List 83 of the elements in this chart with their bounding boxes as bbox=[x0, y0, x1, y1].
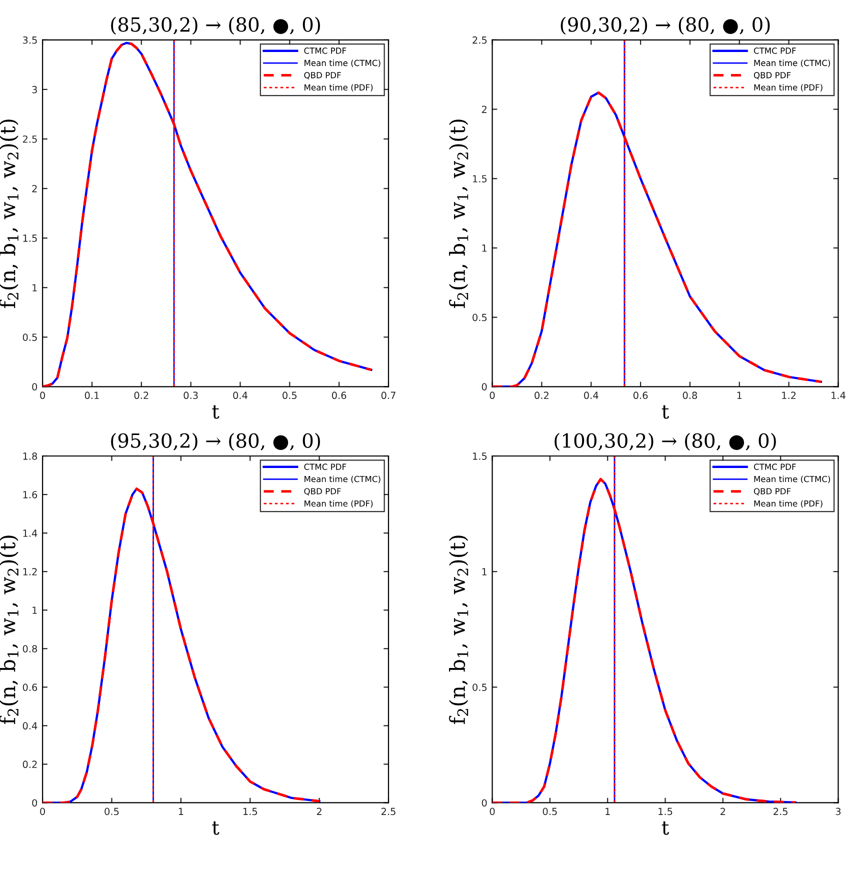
chart-title: (85,30,2) → (80, ●, 0) bbox=[111, 16, 320, 35]
x-tick-label: 0.6 bbox=[633, 392, 648, 400]
legend-label: Mean time (PDF) bbox=[304, 84, 373, 92]
y-tick-label: 0.2 bbox=[22, 760, 37, 768]
x-tick-label: 0.5 bbox=[104, 808, 119, 816]
chart-title: (95,30,2) → (80, ●, 0) bbox=[111, 432, 320, 451]
y-tick-label: 1.5 bbox=[23, 234, 37, 242]
y-tick-label: 1.8 bbox=[23, 452, 38, 460]
y-tick-label: 0.4 bbox=[22, 722, 38, 730]
y-tick-label: 0 bbox=[32, 799, 38, 807]
x-tick-label: 0.4 bbox=[584, 392, 598, 400]
y-tick-label: 3 bbox=[32, 86, 37, 94]
y-tick-label: 0.5 bbox=[472, 684, 487, 691]
x-tick-label: 1.4 bbox=[832, 392, 846, 399]
x-tick-label: 0 bbox=[490, 808, 495, 816]
y-tick-label: 1 bbox=[482, 244, 487, 252]
y-tick-label: 3.5 bbox=[22, 36, 37, 44]
legend-label: Mean time (CTMC) bbox=[754, 60, 830, 68]
y-tick-label: 1.4 bbox=[23, 530, 38, 537]
y-tick-label: 1 bbox=[32, 284, 37, 292]
legend-label: QBD PDF bbox=[754, 72, 791, 80]
legend-label: CTMC PDF bbox=[754, 48, 796, 54]
text: f$_{2}$(n, b$_{1}$, w$_{1}$, w$_{2}$)(t) bbox=[449, 120, 468, 308]
x-tick-label: 3 bbox=[836, 808, 841, 816]
x-tick-label: 0.7 bbox=[381, 392, 396, 400]
legend-label: QBD PDF bbox=[754, 488, 791, 496]
y-tick-label: 1.2 bbox=[23, 568, 37, 576]
y-tick-label: 2 bbox=[32, 184, 37, 192]
x-axis-title: t bbox=[212, 405, 220, 419]
legend-label: CTMC PDF bbox=[304, 464, 346, 470]
y-tick-label: 0.6 bbox=[22, 684, 38, 691]
legend-label: Mean time (CTMC) bbox=[304, 476, 380, 484]
y-tick-label: 0.5 bbox=[22, 334, 37, 341]
legend-label: Mean time (PDF) bbox=[754, 84, 822, 92]
x-tick-label: 1 bbox=[737, 392, 742, 399]
x-tick-label: 1 bbox=[178, 808, 184, 815]
y-tick-label: 1.6 bbox=[23, 491, 38, 498]
x-tick-label: 2 bbox=[720, 808, 726, 815]
x-tick-label: 0.4 bbox=[233, 392, 248, 400]
legend-label: QBD PDF bbox=[304, 72, 341, 80]
x-tick-label: 1.5 bbox=[243, 808, 257, 816]
x-tick-label: 0.8 bbox=[682, 392, 698, 400]
y-tick-label: 0 bbox=[482, 383, 487, 390]
y-tick-label: 1.5 bbox=[473, 452, 487, 460]
x-tick-label: 0.1 bbox=[84, 392, 99, 400]
legend-label: Mean time (PDF) bbox=[754, 500, 822, 508]
y-tick-label: 0.5 bbox=[472, 314, 487, 322]
x-tick-label: 1.2 bbox=[782, 392, 796, 399]
legend-label: CTMC PDF bbox=[754, 464, 796, 470]
x-tick-label: 0.6 bbox=[332, 392, 346, 400]
y-tick-label: 0.8 bbox=[22, 645, 38, 652]
x-tick-label: 1 bbox=[606, 808, 610, 815]
y-tick-label: 2.5 bbox=[22, 135, 37, 143]
legend-label: CTMC PDF bbox=[304, 48, 346, 54]
x-tick-label: 2 bbox=[316, 808, 322, 815]
chart-title: (90,30,2) → (80, ●, 0) bbox=[560, 16, 770, 35]
legend-label: Mean time (CTMC) bbox=[754, 476, 830, 484]
x-axis-title: t bbox=[662, 405, 670, 419]
y-tick-label: 2.5 bbox=[472, 36, 487, 44]
x-tick-label: 0.5 bbox=[542, 808, 557, 816]
chart-title: (100,30,2) → (80, ●, 0) bbox=[554, 432, 776, 451]
y-tick-label: 0 bbox=[32, 383, 38, 390]
x-axis-title: t bbox=[662, 821, 670, 835]
x-axis-title: t bbox=[212, 821, 220, 835]
x-tick-label: 0.5 bbox=[282, 392, 297, 400]
y-tick-label: 2 bbox=[482, 106, 486, 113]
legend-label: QBD PDF bbox=[304, 488, 341, 496]
x-tick-label: 1.5 bbox=[658, 808, 672, 816]
y-tick-label: 1 bbox=[482, 568, 487, 576]
y-tick-label: 0 bbox=[482, 799, 487, 807]
text: f$_{2}$(n, b$_{1}$, w$_{1}$, w$_{2}$)(t) bbox=[449, 536, 468, 724]
x-tick-label: 0 bbox=[40, 392, 45, 400]
y-tick-label: 1.5 bbox=[473, 175, 487, 182]
y-tick-label: 1 bbox=[32, 606, 37, 614]
x-tick-label: 0.2 bbox=[534, 392, 548, 400]
x-tick-label: 0.3 bbox=[184, 392, 198, 400]
x-tick-label: 2.5 bbox=[381, 808, 396, 816]
x-tick-label: 0 bbox=[40, 808, 45, 816]
legend-label: Mean time (PDF) bbox=[304, 500, 373, 508]
x-tick-label: 0.2 bbox=[134, 392, 148, 400]
legend-label: Mean time (CTMC) bbox=[304, 60, 380, 68]
x-tick-label: 2.5 bbox=[774, 808, 788, 816]
x-tick-label: 0 bbox=[490, 392, 495, 400]
